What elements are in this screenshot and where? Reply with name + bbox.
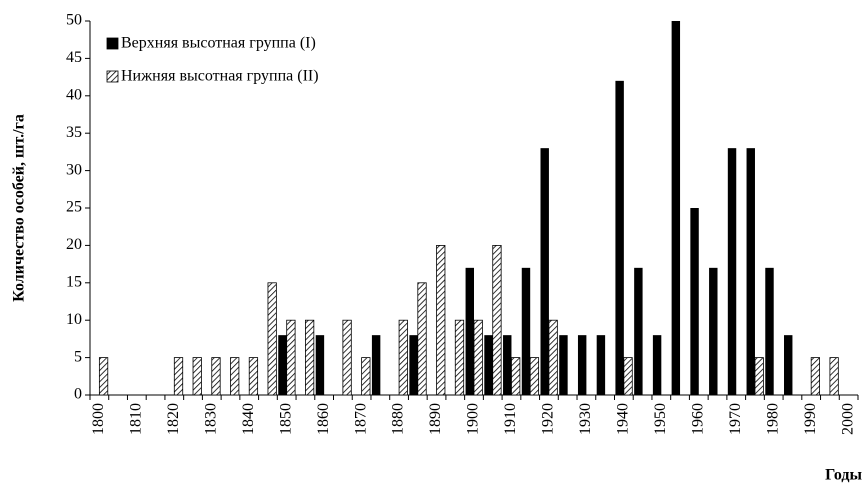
x-tick-label: 1980 (764, 403, 781, 435)
bar (615, 80, 624, 395)
bar (484, 335, 493, 395)
y-tick-label: 15 (66, 273, 82, 290)
x-tick-label: 1930 (577, 403, 594, 435)
x-tick-label: 1960 (689, 403, 706, 435)
bar (746, 148, 755, 395)
bar (709, 267, 718, 395)
y-tick-label: 0 (74, 386, 82, 403)
bar (784, 335, 793, 395)
bar (634, 267, 643, 395)
y-tick-label: 35 (66, 124, 82, 141)
bar (548, 319, 558, 396)
legend-swatch (106, 37, 119, 50)
bar (342, 319, 352, 396)
bar (361, 357, 371, 396)
x-tick-label: 1810 (128, 403, 145, 435)
bar (473, 319, 483, 396)
x-tick-label: 1850 (277, 403, 294, 435)
bar (98, 357, 109, 396)
x-tick-label: 1830 (202, 403, 219, 435)
bar (409, 335, 418, 395)
x-tick-label: 2000 (839, 403, 856, 435)
bar (540, 148, 549, 395)
x-tick-label: 1890 (427, 403, 444, 435)
x-tick-label: 1840 (240, 403, 257, 435)
x-tick-label: 1940 (615, 403, 632, 435)
legend-label: Верхняя высотная группа (I) (121, 35, 316, 52)
bar (765, 267, 774, 395)
x-tick-label: 1950 (652, 403, 669, 435)
bar (417, 282, 427, 396)
y-tick-label: 45 (66, 49, 82, 66)
bar (286, 319, 296, 396)
bar (454, 319, 465, 396)
bar (465, 267, 474, 395)
bar (529, 357, 540, 396)
bar (690, 208, 699, 395)
x-tick-label: 1910 (502, 403, 519, 435)
bar (267, 282, 277, 396)
y-axis-label: Количество особей, шт./га (11, 114, 28, 302)
bar (230, 357, 240, 396)
x-tick-label: 1800 (90, 403, 107, 435)
x-tick-label: 1970 (727, 403, 744, 435)
bar (577, 335, 587, 395)
bar (503, 335, 512, 395)
legend-swatch (106, 70, 119, 83)
bar (305, 319, 315, 396)
y-tick-label: 20 (66, 236, 82, 253)
bar (211, 357, 221, 396)
y-tick-label: 25 (66, 199, 82, 216)
x-axis-label: Годы (825, 467, 862, 484)
y-tick-label: 30 (66, 161, 82, 178)
bar (278, 335, 287, 395)
bar (248, 357, 259, 396)
bar (173, 357, 184, 396)
x-tick-label: 1860 (315, 403, 332, 435)
x-tick-label: 1820 (165, 403, 182, 435)
bar (829, 357, 839, 396)
x-tick-label: 1990 (802, 403, 819, 435)
x-tick-label: 1870 (352, 403, 369, 435)
bar (492, 244, 502, 396)
bar (192, 357, 202, 396)
y-tick-label: 10 (66, 311, 82, 328)
bar (511, 357, 521, 396)
bar (623, 357, 633, 396)
y-tick-label: 50 (66, 12, 82, 29)
bar (315, 335, 325, 395)
x-tick-label: 1900 (465, 403, 482, 435)
bar (559, 335, 568, 395)
bar (671, 21, 681, 395)
y-tick-label: 5 (74, 348, 82, 365)
x-tick-label: 1920 (540, 403, 557, 435)
bar (521, 267, 531, 395)
bar (727, 148, 737, 395)
bar (810, 357, 820, 396)
bar (596, 335, 606, 395)
bar (371, 335, 381, 395)
y-tick-label: 40 (66, 86, 82, 103)
bar (652, 335, 662, 395)
legend-label: Нижняя высотная группа (II) (121, 68, 319, 85)
x-tick-label: 1880 (390, 403, 407, 435)
bar (436, 244, 446, 396)
bar (754, 357, 764, 396)
bar (398, 319, 408, 396)
